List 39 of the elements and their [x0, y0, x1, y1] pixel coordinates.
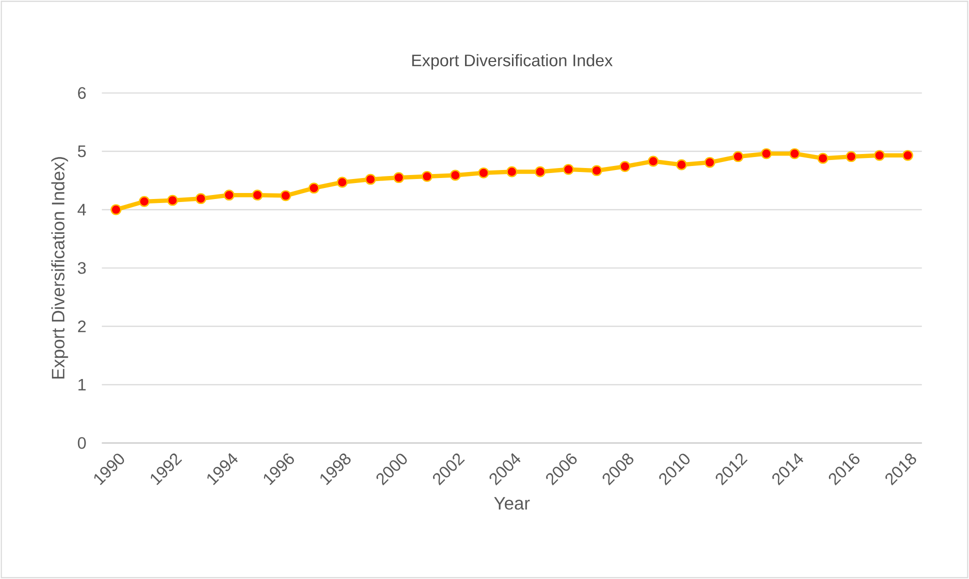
- point: [393, 172, 404, 184]
- point: [280, 190, 292, 202]
- point: [195, 193, 206, 204]
- point: [110, 204, 122, 216]
- y-tick-label: 3: [78, 262, 86, 274]
- y-tick-label: 0: [78, 437, 86, 449]
- point: [648, 156, 659, 167]
- point: [138, 196, 150, 207]
- point: [562, 164, 574, 175]
- x-axis-title: Year: [494, 497, 530, 510]
- point: [478, 167, 490, 178]
- y-tick-label: 5: [78, 146, 86, 158]
- point: [450, 170, 461, 181]
- point: [620, 161, 630, 172]
- point: [817, 152, 828, 164]
- point: [760, 148, 772, 160]
- point: [704, 156, 716, 168]
- point: [308, 182, 320, 194]
- y-tick-label: 2: [78, 320, 86, 332]
- point: [789, 148, 800, 160]
- point: [676, 159, 687, 170]
- point: [534, 166, 546, 178]
- point: [252, 190, 263, 201]
- point: [732, 151, 744, 162]
- point: [591, 165, 602, 176]
- point: [846, 151, 857, 162]
- point: [365, 174, 376, 185]
- point: [902, 150, 914, 161]
- point: [874, 150, 885, 161]
- y-tick-label: 1: [78, 378, 86, 390]
- y-axis-title: Export Diversification Index): [51, 157, 68, 379]
- y-tick-label: 4: [78, 204, 86, 216]
- point: [167, 194, 178, 206]
- point: [422, 170, 433, 182]
- point: [506, 166, 518, 178]
- y-tick-label: 6: [78, 87, 86, 99]
- point: [224, 190, 235, 201]
- chart-title: Export Diversification Index: [412, 54, 613, 70]
- point: [336, 176, 348, 188]
